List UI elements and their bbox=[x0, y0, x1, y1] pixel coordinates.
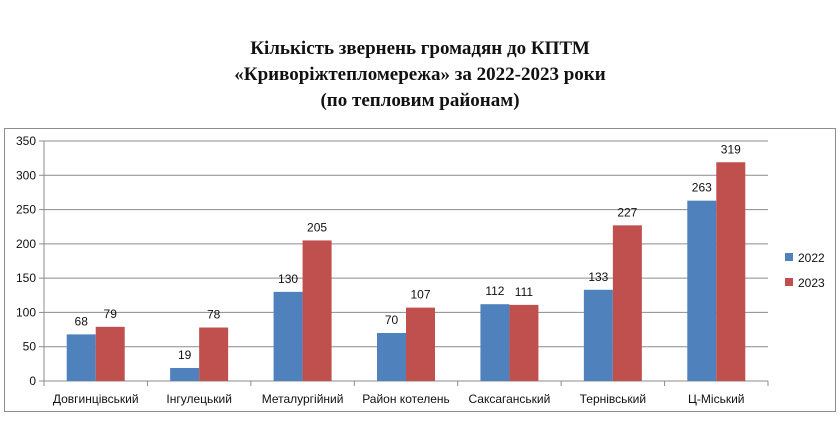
y-tick-label: 350 bbox=[16, 134, 36, 148]
y-tick-label: 300 bbox=[16, 168, 36, 182]
chart-title: Кількість звернень громадян до КПТМ «Кри… bbox=[0, 36, 840, 114]
data-label: 227 bbox=[617, 205, 637, 219]
x-tick-label: Металургійний bbox=[262, 392, 344, 406]
bar-2022 bbox=[273, 291, 303, 381]
chart-title-line-1: Кількість звернень громадян до КПТМ bbox=[250, 38, 590, 59]
y-tick-label: 200 bbox=[16, 237, 36, 251]
bars bbox=[66, 162, 746, 381]
bar-2022 bbox=[687, 200, 717, 381]
bar-2023 bbox=[716, 162, 746, 381]
data-label: 112 bbox=[485, 284, 504, 298]
bar-2022 bbox=[583, 289, 613, 381]
data-label: 263 bbox=[692, 181, 712, 195]
x-tick-label: Тернівський bbox=[580, 392, 646, 406]
legend-swatch bbox=[785, 253, 793, 261]
bar-2022 bbox=[377, 333, 406, 381]
legend: 2022 2023 bbox=[785, 251, 825, 290]
data-label: 68 bbox=[75, 314, 89, 328]
x-tick-label: Район котелень bbox=[362, 392, 450, 406]
data-label: 70 bbox=[385, 313, 399, 327]
y-axis: 0 50 100 150 200 250 300 350 bbox=[16, 134, 45, 388]
data-label: 205 bbox=[307, 220, 327, 234]
bar-2023 bbox=[302, 240, 332, 381]
chart-title-line-2: «Криворіжтепломережа» за 2022-2023 роки bbox=[234, 64, 606, 85]
bar-2023 bbox=[199, 327, 229, 381]
y-tick-label: 0 bbox=[29, 374, 36, 388]
bar-2022 bbox=[480, 304, 510, 381]
x-tick-label: Інгулецький bbox=[166, 392, 232, 406]
x-tick-label: Ц-Міський bbox=[688, 392, 744, 406]
x-axis: Довгинцівський Інгулецький Металургійний Ра… bbox=[43, 380, 769, 406]
data-label: 79 bbox=[104, 307, 118, 321]
chart-frame bbox=[4, 128, 836, 412]
y-tick-label: 150 bbox=[16, 271, 36, 285]
gridlines bbox=[44, 140, 768, 382]
x-tick-label: Саксаганський bbox=[468, 392, 550, 406]
x-tick-label: Довгинцівський bbox=[53, 392, 139, 406]
data-label: 19 bbox=[178, 348, 192, 362]
bar-2023 bbox=[406, 307, 435, 381]
data-label: 107 bbox=[410, 288, 430, 302]
bar-2023 bbox=[95, 326, 125, 381]
data-label: 319 bbox=[721, 142, 741, 156]
data-label: 130 bbox=[278, 272, 298, 286]
data-label: 111 bbox=[515, 285, 534, 299]
y-tick-label: 50 bbox=[23, 340, 37, 354]
data-label: 78 bbox=[207, 308, 221, 322]
bar-2023 bbox=[612, 225, 642, 381]
bar-2022 bbox=[170, 367, 200, 381]
y-tick-label: 100 bbox=[16, 305, 36, 319]
bar-2023 bbox=[509, 304, 539, 381]
bar-2022 bbox=[66, 334, 96, 381]
legend-swatch bbox=[785, 278, 793, 286]
data-labels: 68 79 19 78 130 205 70 107 112 111 133 227 263 319 bbox=[75, 142, 742, 362]
legend-label: 2023 bbox=[798, 276, 825, 290]
chart-title-line-3: (по тепловим районам) bbox=[320, 90, 520, 111]
data-label: 133 bbox=[588, 270, 608, 284]
legend-label: 2022 bbox=[798, 251, 825, 265]
y-tick-label: 250 bbox=[16, 203, 36, 217]
